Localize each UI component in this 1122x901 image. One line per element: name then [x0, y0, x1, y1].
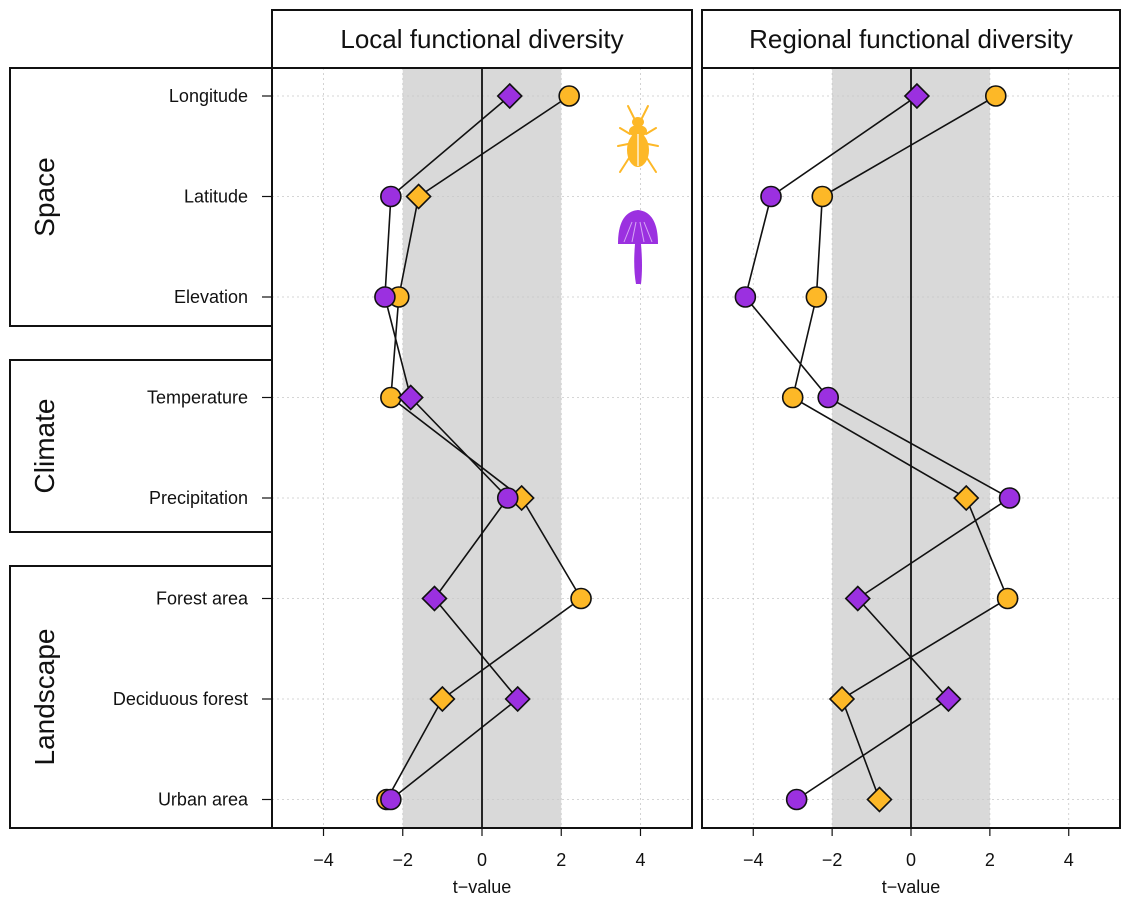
- plot-area: [702, 68, 1120, 828]
- row-labels: Longitude Latitude Elevation Temperature Pre…: [113, 86, 272, 810]
- x-tick-label: 4: [1064, 850, 1074, 870]
- point-fungi-elevation: [734, 286, 757, 308]
- series-line-beetles: [386, 95, 583, 800]
- row-label: Latitude: [184, 187, 248, 207]
- point-fungi-urban-area: [380, 788, 402, 811]
- point-fungi-urban-area: [785, 788, 808, 811]
- point-fungi-latitude: [760, 185, 782, 208]
- x-tick-label: 2: [985, 850, 995, 870]
- group-label-space: Space: [29, 157, 60, 236]
- x-tick-label: 2: [556, 850, 566, 870]
- group-label-climate: Climate: [29, 399, 60, 494]
- point-fungi-precipitation: [998, 487, 1021, 509]
- x-axis-title: t−value: [453, 877, 512, 897]
- point-fungi-forest-area: [844, 585, 871, 612]
- row-label: Temperature: [147, 388, 248, 408]
- panel-2: Regional functional diversity −4 −2 0 2 4 t−va…: [701, 9, 1121, 897]
- group-labels: Space Climate Landscape: [9, 67, 272, 829]
- point-fungi-longitude: [496, 82, 523, 110]
- series-line-fungi: [744, 95, 1012, 801]
- mushroom-icon: [618, 210, 658, 284]
- row-label: Deciduous forest: [113, 689, 248, 709]
- point-beetles-latitude: [811, 185, 834, 208]
- point-fungi-temperature: [817, 386, 839, 409]
- group-label-landscape: Landscape: [29, 628, 60, 765]
- series-line-beetles: [791, 95, 1009, 800]
- point-beetles-latitude: [405, 183, 432, 210]
- panel-title: Regional functional diversity: [749, 24, 1073, 54]
- point-beetles-forest-area: [570, 587, 592, 610]
- point-fungi-longitude: [903, 82, 931, 110]
- point-beetles-forest-area: [996, 587, 1019, 610]
- point-beetles-elevation: [805, 286, 828, 308]
- row-label: Precipitation: [149, 488, 248, 508]
- point-beetles-temperature: [781, 386, 804, 409]
- x-tick-label: −4: [313, 850, 334, 870]
- point-beetles-longitude: [558, 85, 580, 107]
- point-fungi-deciduous-forest: [504, 685, 531, 713]
- point-beetles-precipitation: [953, 484, 980, 512]
- group-bracket: [9, 67, 272, 327]
- point-fungi-elevation: [374, 286, 396, 308]
- panel-1: Local functional diversity −4 −2 0 2 4 t−value: [271, 9, 693, 897]
- point-beetles-urban-area: [866, 786, 893, 813]
- x-tick-label: 0: [477, 850, 487, 870]
- point-fungi-latitude: [380, 185, 402, 208]
- series-line-fungi: [384, 95, 519, 801]
- row-label: Elevation: [174, 287, 248, 307]
- legend-icons: [617, 105, 659, 284]
- panel-title-box: [701, 9, 1121, 69]
- point-fungi-temperature: [397, 384, 424, 411]
- panel-title: Local functional diversity: [340, 24, 623, 54]
- point-beetles-longitude: [984, 85, 1007, 107]
- group-bracket: [9, 359, 272, 533]
- row-label: Longitude: [169, 86, 248, 106]
- beetle-icon: [617, 105, 659, 173]
- row-label: Urban area: [158, 790, 249, 810]
- x-tick-label: −4: [743, 850, 764, 870]
- point-fungi-precipitation: [496, 487, 519, 509]
- x-tick-label: −2: [392, 850, 413, 870]
- group-bracket: [9, 565, 272, 829]
- panels: Local functional diversity −4 −2 0 2 4 t−value…: [271, 9, 1121, 897]
- x-axis-title: t−value: [882, 877, 941, 897]
- point-beetles-deciduous-forest: [429, 685, 456, 713]
- plot-area: [272, 68, 692, 828]
- x-tick-label: 0: [906, 850, 916, 870]
- point-fungi-forest-area: [421, 585, 448, 612]
- point-fungi-deciduous-forest: [935, 685, 962, 713]
- point-beetles-deciduous-forest: [828, 685, 856, 713]
- x-tick-label: 4: [635, 850, 645, 870]
- panel-title-box: [271, 9, 693, 69]
- row-label: Forest area: [156, 589, 249, 609]
- x-tick-label: −2: [822, 850, 843, 870]
